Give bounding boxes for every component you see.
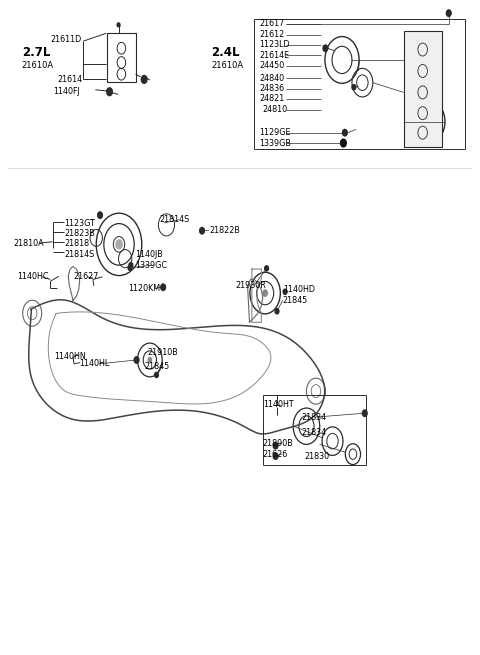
Text: 1140HL: 1140HL	[80, 360, 110, 368]
Circle shape	[200, 227, 204, 234]
Circle shape	[283, 290, 287, 294]
Text: 21834: 21834	[301, 428, 327, 437]
Text: 21890B: 21890B	[263, 439, 294, 447]
Circle shape	[273, 453, 278, 459]
FancyBboxPatch shape	[404, 31, 442, 147]
Circle shape	[161, 284, 166, 290]
Circle shape	[97, 212, 102, 218]
Text: 24821: 24821	[259, 94, 284, 103]
Text: 1123GT: 1123GT	[64, 219, 96, 228]
Bar	[107, 33, 136, 82]
Text: 21610A: 21610A	[212, 61, 244, 69]
Circle shape	[264, 266, 268, 271]
Circle shape	[155, 372, 158, 377]
Text: 21626: 21626	[263, 449, 288, 458]
Text: 1140HN: 1140HN	[54, 352, 86, 361]
Circle shape	[134, 357, 139, 364]
Text: 21818: 21818	[64, 238, 90, 248]
Text: 21930R: 21930R	[235, 281, 266, 290]
Text: 21614: 21614	[57, 75, 82, 84]
Text: 21822B: 21822B	[209, 225, 240, 234]
Text: 21830: 21830	[304, 451, 329, 460]
Text: 21814S: 21814S	[159, 215, 190, 224]
Text: 1339GB: 1339GB	[259, 139, 291, 147]
Text: 1140HD: 1140HD	[283, 286, 315, 294]
Circle shape	[115, 239, 123, 250]
Text: 1129GE: 1129GE	[259, 128, 290, 137]
Text: 1140HC: 1140HC	[17, 272, 48, 282]
Text: 2.7L: 2.7L	[22, 47, 50, 60]
Text: 24836: 24836	[259, 84, 284, 93]
Text: 1140HT: 1140HT	[263, 400, 293, 409]
Text: 1140JB: 1140JB	[135, 250, 162, 259]
Text: 21910B: 21910B	[147, 348, 178, 357]
Text: 21617: 21617	[259, 19, 284, 28]
Text: 21814S: 21814S	[64, 250, 95, 259]
Text: 21810A: 21810A	[13, 238, 44, 248]
Text: 21834: 21834	[301, 413, 327, 422]
Circle shape	[362, 410, 367, 417]
Text: 1339GC: 1339GC	[135, 261, 167, 270]
Text: 21611D: 21611D	[51, 35, 82, 45]
Text: 24450: 24450	[259, 62, 284, 70]
Circle shape	[129, 263, 133, 268]
Text: 21610A: 21610A	[22, 61, 54, 69]
Text: 1120KM: 1120KM	[129, 284, 161, 293]
Circle shape	[341, 139, 346, 147]
Text: 1140FJ: 1140FJ	[53, 87, 80, 96]
Circle shape	[273, 442, 278, 449]
Circle shape	[446, 10, 451, 16]
Circle shape	[275, 309, 279, 314]
Text: 2.4L: 2.4L	[212, 47, 240, 60]
Text: 21614E: 21614E	[259, 51, 289, 60]
Circle shape	[141, 75, 147, 83]
Circle shape	[323, 45, 328, 52]
Text: 1123LD: 1123LD	[259, 41, 289, 50]
Circle shape	[128, 265, 132, 271]
Text: 21823B: 21823B	[64, 229, 95, 238]
Text: 24810: 24810	[263, 105, 288, 115]
Circle shape	[342, 130, 347, 136]
Text: 21627: 21627	[73, 272, 98, 282]
Text: 21845: 21845	[283, 295, 308, 305]
Text: 24840: 24840	[259, 73, 284, 83]
Text: 21845: 21845	[144, 362, 169, 371]
Circle shape	[147, 357, 152, 364]
Circle shape	[117, 23, 120, 27]
Circle shape	[352, 84, 356, 90]
Circle shape	[107, 88, 112, 96]
Text: 21612: 21612	[259, 30, 284, 39]
Circle shape	[262, 290, 268, 297]
